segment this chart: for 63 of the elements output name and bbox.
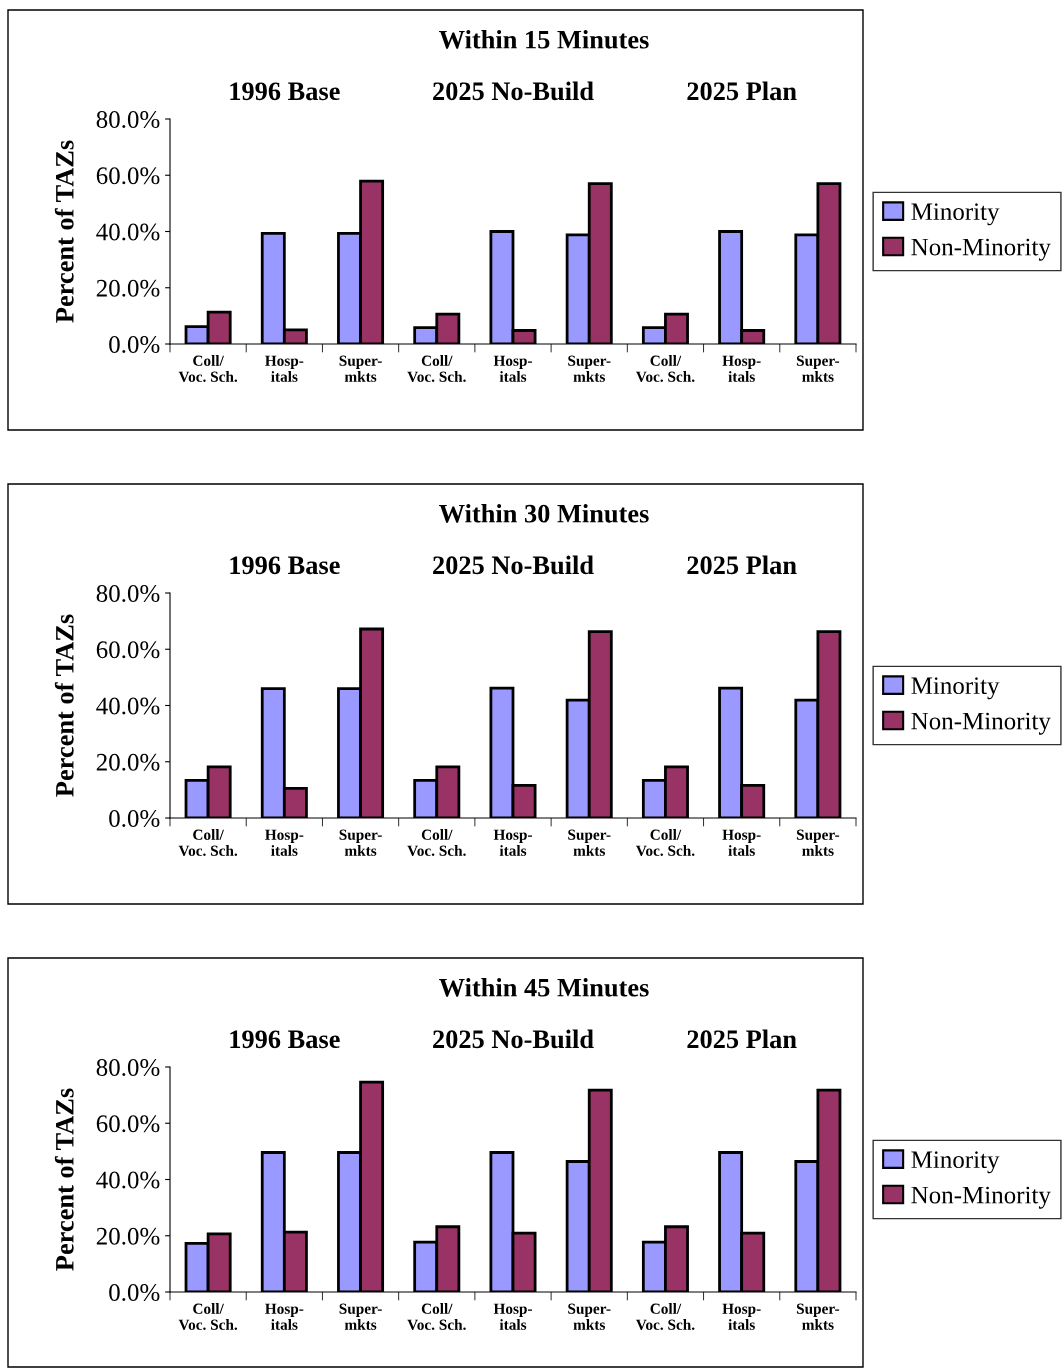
x-tick-label: Super- mkts: [339, 1303, 382, 1330]
x-tick-label: Super- mkts: [796, 1303, 840, 1330]
y-tick-label: 60.0%: [96, 641, 160, 659]
legend-label: Non-Minority: [911, 1186, 1051, 1209]
text: 2025 Plan: [687, 81, 797, 101]
x-tick-label: Hosp- itals: [265, 1303, 304, 1330]
x-tick-label: Coll/ Voc. Sch.: [178, 355, 238, 382]
x-tick-label: Coll/ Voc. Sch.: [635, 1303, 695, 1330]
x-tick-label: Hosp- itals: [722, 1303, 761, 1330]
x-tick-label: Coll/ Voc. Sch.: [178, 829, 238, 856]
x-tick-label: Coll/ Voc. Sch.: [635, 829, 695, 856]
x-tick-label: Super- mkts: [796, 829, 840, 856]
x-tick-label: Hosp- itals: [493, 355, 532, 382]
x-tick-label: Super- mkts: [339, 355, 382, 382]
x-tick-label: Super- mkts: [568, 355, 611, 382]
text: 1996 Base: [230, 82, 340, 101]
y-tick-label: 40.0%: [96, 697, 160, 715]
y-tick-label: 20.0%: [96, 1227, 160, 1245]
text: 2025 No-Build: [433, 1029, 594, 1049]
x-tick-label: Super- mkts: [568, 1303, 611, 1330]
y-tick-label: 60.0%: [96, 167, 160, 185]
text: 2025 No-Build: [433, 555, 594, 575]
text: 2025 Plan: [687, 555, 797, 575]
x-tick-label: Hosp- itals: [722, 355, 761, 382]
x-tick-label: Hosp- itals: [722, 829, 761, 856]
legend-label: Non-Minority: [911, 238, 1051, 261]
chart-title: Within 30 Minutes: [439, 504, 649, 523]
x-tick-label: Super- mkts: [339, 829, 382, 856]
legend-label: Minority: [911, 203, 1000, 226]
x-tick-label: Hosp- itals: [493, 1303, 532, 1330]
legend-label: Non-Minority: [911, 712, 1051, 735]
y-tick-label: 20.0%: [96, 279, 160, 297]
x-tick-label: Coll/ Voc. Sch.: [178, 1303, 238, 1330]
y-tick-label: 0.0%: [109, 810, 160, 828]
y-tick-label: 0.0%: [109, 336, 160, 354]
x-tick-label: Super- mkts: [568, 829, 611, 856]
y-tick-label: 80.0%: [96, 1059, 160, 1077]
y-tick-label: 40.0%: [96, 223, 160, 241]
y-tick-label: 40.0%: [96, 1171, 160, 1189]
x-tick-label: Hosp- itals: [265, 829, 304, 856]
x-tick-label: Coll/ Voc. Sch.: [407, 355, 466, 382]
chart-title: Within 45 Minutes: [439, 978, 649, 997]
y-axis-title: Percent of TAZs: [54, 614, 74, 797]
legend-label: Minority: [911, 1151, 1000, 1174]
text: 2025 No-Build: [433, 81, 594, 101]
x-tick-label: Coll/ Voc. Sch.: [635, 355, 695, 382]
x-tick-label: Hosp- itals: [493, 829, 532, 856]
x-tick-label: Hosp- itals: [265, 355, 304, 382]
y-axis-title: Percent of TAZs: [54, 1088, 74, 1271]
chart-title: Within 15 Minutes: [439, 30, 649, 49]
y-tick-label: 0.0%: [109, 1284, 160, 1302]
y-tick-label: 60.0%: [96, 1115, 160, 1133]
y-tick-label: 80.0%: [96, 585, 160, 603]
x-tick-label: Coll/ Voc. Sch.: [407, 1303, 466, 1330]
text: 2025 Plan: [687, 1029, 797, 1049]
x-tick-label: Coll/ Voc. Sch.: [407, 829, 466, 856]
y-tick-label: 20.0%: [96, 753, 160, 771]
text: 1996 Base: [230, 556, 340, 575]
legend-label: Minority: [911, 677, 1000, 700]
x-tick-label: Super- mkts: [796, 355, 840, 382]
text: 1996 Base: [230, 1030, 340, 1049]
y-axis-title: Percent of TAZs: [54, 140, 74, 323]
y-tick-label: 80.0%: [96, 111, 160, 129]
